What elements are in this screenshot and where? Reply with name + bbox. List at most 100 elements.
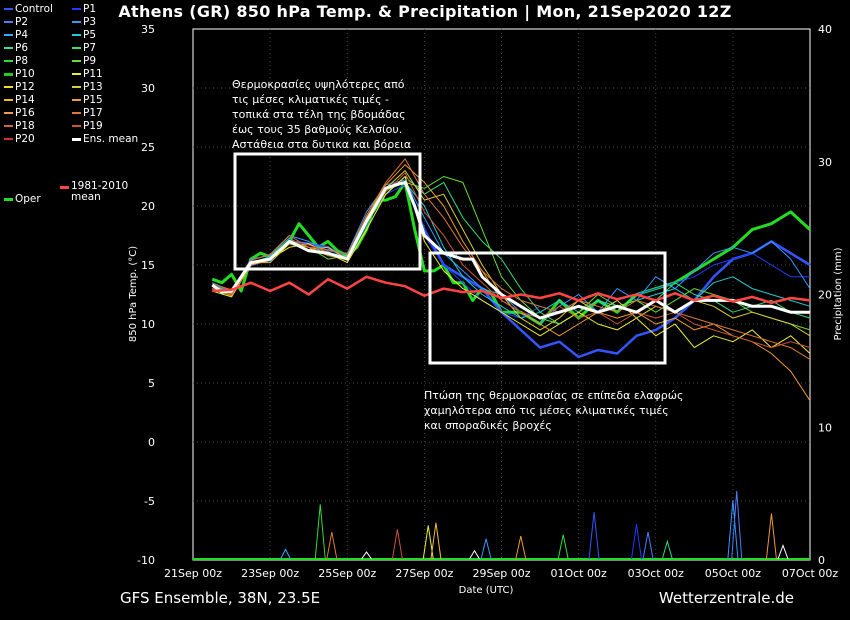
legend-item: P4 [4, 29, 28, 42]
legend-item: P8 [4, 55, 28, 68]
grid [193, 29, 810, 560]
precip-spike [469, 549, 480, 560]
x-tick-label: 03Oct 00z [628, 567, 685, 580]
precip-spike [727, 500, 739, 560]
precip-spike [391, 529, 403, 560]
x-tick-label: 29Sep 00z [473, 567, 531, 580]
legend-label: P11 [83, 68, 103, 80]
legend-item: P1 [72, 3, 96, 16]
legend-label: P9 [83, 55, 97, 67]
y-axis-left-ticks: -10 -5 0 5 10 15 20 25 30 35 [137, 23, 155, 567]
legend-item: P10 [4, 68, 35, 81]
precip-spike [630, 524, 642, 560]
legend-label: P19 [83, 120, 103, 132]
legend-swatch [72, 73, 81, 75]
legend-swatch [4, 72, 13, 76]
legend-item: P14 [4, 94, 35, 107]
legend-swatch [72, 86, 81, 88]
legend-swatch [4, 21, 13, 23]
series-line-p11 [212, 176, 811, 354]
legend-item: Ens. mean [72, 133, 138, 146]
legend-item: 1981-2010 mean [60, 181, 133, 203]
x-tick-label: 05Oct 00z [705, 567, 762, 580]
legend-swatch [72, 112, 81, 114]
precip-spike [515, 535, 527, 560]
legend-item: Oper [4, 193, 41, 206]
legend-swatch [4, 112, 13, 114]
precip-spike [280, 548, 291, 560]
precip-spike [557, 534, 569, 560]
y-tick-label: 25 [141, 141, 155, 154]
precip-spike [422, 525, 434, 560]
y2-tick-label: 0 [818, 554, 825, 567]
y-tick-label: 30 [141, 82, 155, 95]
legend-label: P7 [83, 42, 97, 54]
annotation-boxes [233, 152, 667, 365]
precip-spike [588, 512, 600, 560]
legend-label: P18 [15, 120, 35, 132]
legend-label: P12 [15, 81, 35, 93]
legend-item: P5 [72, 29, 96, 42]
legend-label: Ens. mean [83, 133, 139, 145]
y2-tick-label: 30 [818, 156, 832, 169]
legend-swatch [4, 125, 13, 127]
y2-tick-label: 20 [818, 289, 832, 302]
legend-swatch [72, 34, 81, 36]
temperature-series [211, 158, 812, 401]
legend-item: P13 [72, 81, 103, 94]
annotation-box-warm [233, 152, 422, 271]
legend-label: P13 [83, 81, 103, 93]
legend-label: P10 [15, 68, 35, 80]
precip-spike [430, 522, 442, 560]
legend-swatch [4, 47, 13, 49]
annotation-text-bottom: Πτώση της θερμοκρασίας σε επίπεδα ελαφρώ… [424, 389, 684, 432]
y-axis-right-ticks: 0 10 20 30 40 [818, 23, 832, 567]
legend-label: P8 [15, 55, 29, 67]
precip-spike [314, 504, 326, 560]
legend-swatch [4, 86, 13, 88]
legend-label: P20 [15, 133, 35, 145]
legend-item: P16 [4, 107, 35, 120]
y-tick-label: 10 [141, 318, 155, 331]
series-line-p19 [212, 172, 811, 349]
y-axis-left-label: 850 hPa Temp. (°C) [128, 246, 139, 342]
y2-tick-label: 40 [818, 23, 832, 36]
legend-swatch [4, 8, 13, 10]
y-tick-label: -5 [144, 495, 155, 508]
site-credit: Wetterzentrale.de [658, 589, 794, 607]
legend-item: P12 [4, 81, 35, 94]
legend-label: P17 [83, 107, 103, 119]
legend-item: P9 [72, 55, 96, 68]
legend-swatch [4, 34, 13, 36]
legend-swatch [72, 137, 81, 141]
y-tick-label: 15 [141, 259, 155, 272]
precip-spike [731, 490, 743, 560]
model-info: GFS Ensemble, 38N, 23.5E [120, 589, 321, 607]
legend-label: P14 [15, 94, 35, 106]
legend-swatch [72, 47, 81, 49]
legend-label: P1 [83, 3, 97, 15]
precip-spike [361, 551, 372, 560]
legend-item: P7 [72, 42, 96, 55]
y-tick-label: -10 [137, 554, 155, 567]
legend-item: P3 [72, 16, 96, 29]
legend-swatch [4, 197, 13, 201]
x-tick-label: 07Oct 00z [782, 567, 839, 580]
precip-spike [326, 532, 338, 560]
legend-swatch [72, 60, 81, 62]
y-tick-label: 35 [141, 23, 155, 36]
chart-title: Athens (GR) 850 hPa Temp. & Precipitatio… [118, 2, 732, 21]
legend-item: P19 [72, 120, 103, 133]
y-tick-label: 0 [148, 436, 155, 449]
legend-label: P6 [15, 42, 29, 54]
legend-item: P2 [4, 16, 28, 29]
legend-label: P4 [15, 29, 29, 41]
series-line-p17 [212, 158, 811, 360]
legend-label: 1981-2010 mean [71, 180, 129, 203]
legend-label: Oper [15, 193, 41, 205]
legend-swatch [72, 99, 81, 101]
x-tick-label: 01Oct 00z [550, 567, 607, 580]
legend-item: P11 [72, 68, 103, 81]
annotation-box-cool [428, 251, 667, 365]
